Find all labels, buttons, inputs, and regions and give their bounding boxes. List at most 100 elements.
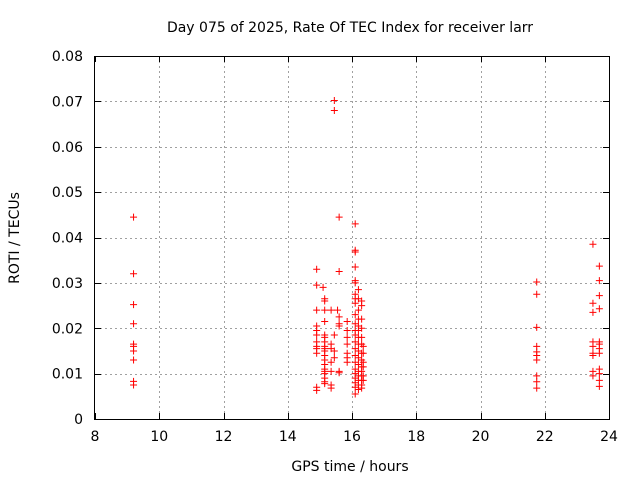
data-point-plus — [358, 302, 366, 310]
data-point-plus — [130, 301, 138, 309]
data-point-plus — [313, 331, 321, 339]
data-point-plus — [330, 347, 338, 355]
data-point-plus — [351, 220, 359, 228]
data-point-plus — [533, 378, 541, 386]
data-point-plus — [330, 354, 338, 362]
data-point-plus — [589, 308, 597, 316]
data-point-plus — [313, 306, 321, 314]
data-point-plus — [313, 265, 321, 273]
data-point-plus — [343, 317, 351, 325]
data-point-plus — [354, 386, 362, 394]
data-point-plus — [533, 384, 541, 392]
data-point-plus — [321, 380, 329, 388]
data-point-plus — [335, 213, 343, 221]
y-tick-label: 0.01 — [52, 367, 83, 383]
data-point-plus — [327, 384, 335, 392]
data-point-plus — [595, 277, 603, 285]
y-tick-label: 0.06 — [52, 140, 83, 156]
chart-title: Day 075 of 2025, Rate Of TEC Index for r… — [167, 20, 533, 36]
data-point-plus — [595, 376, 603, 384]
data-point-plus — [589, 299, 597, 307]
x-tick-label: 10 — [150, 429, 168, 445]
data-point-plus — [313, 349, 321, 357]
y-tick-label: 0.02 — [52, 321, 83, 337]
x-tick-label: 24 — [600, 429, 618, 445]
data-point-plus — [327, 358, 335, 366]
data-point-plus — [533, 278, 541, 286]
x-tick-label: 16 — [343, 429, 361, 445]
data-point-plus — [358, 315, 366, 323]
data-point-plus — [351, 299, 359, 307]
data-point-plus — [358, 384, 366, 392]
data-point-plus — [321, 297, 329, 305]
data-point-plus — [354, 286, 362, 294]
data-point-plus — [595, 370, 603, 378]
data-point-plus — [130, 270, 138, 278]
y-tick-label: 0.08 — [52, 49, 83, 65]
data-point-plus — [321, 317, 329, 325]
plot-frame — [94, 56, 610, 420]
grid-lines — [95, 56, 609, 419]
data-point-plus — [533, 356, 541, 364]
data-point-plus — [358, 333, 366, 341]
data-point-plus — [351, 390, 359, 398]
data-point-plus — [335, 268, 343, 276]
data-point-plus — [343, 327, 351, 335]
data-point-plus — [358, 324, 366, 332]
data-points — [130, 96, 603, 398]
data-point-plus — [359, 342, 367, 350]
x-tick-label: 18 — [407, 429, 425, 445]
data-point-plus — [595, 292, 603, 300]
data-point-plus — [335, 313, 343, 321]
data-point-plus — [335, 322, 343, 330]
data-point-plus — [130, 381, 138, 389]
data-point-plus — [351, 311, 359, 319]
y-axis-ticks: 0 0.01 0.02 0.03 0.04 0.05 0.06 0.07 0.08 — [52, 49, 609, 428]
data-point-plus — [359, 376, 367, 384]
data-point-plus — [327, 306, 335, 314]
data-point-plus — [327, 367, 335, 375]
data-point-plus — [589, 372, 597, 380]
data-point-plus — [595, 349, 603, 357]
data-point-plus — [343, 358, 351, 366]
data-point-plus — [595, 382, 603, 390]
x-axis-title: GPS time / hours — [291, 459, 408, 475]
data-point-plus — [130, 213, 138, 221]
y-tick-label: 0.07 — [52, 94, 83, 110]
x-tick-label: 22 — [536, 429, 554, 445]
data-point-plus — [313, 281, 321, 289]
data-point-plus — [321, 306, 329, 314]
data-point-plus — [130, 347, 138, 355]
data-point-plus — [330, 106, 338, 114]
data-point-plus — [533, 323, 541, 331]
y-axis-title: ROTI / TECUs — [7, 192, 23, 284]
y-tick-label: 0.04 — [52, 231, 83, 247]
data-point-plus — [589, 342, 597, 350]
data-point-plus — [595, 305, 603, 313]
data-point-plus — [359, 349, 367, 357]
data-point-plus — [130, 356, 138, 364]
x-tick-label: 8 — [91, 429, 100, 445]
data-point-plus — [343, 340, 351, 348]
data-point-plus — [595, 262, 603, 270]
data-point-plus — [589, 351, 597, 359]
data-point-plus — [354, 306, 362, 314]
data-point-plus — [359, 363, 367, 371]
data-point-plus — [319, 283, 327, 291]
data-point-plus — [330, 331, 338, 339]
data-point-plus — [533, 290, 541, 298]
data-point-plus — [313, 386, 321, 394]
x-axis-ticks: 8 10 12 14 16 18 20 22 24 — [91, 56, 618, 445]
data-point-plus — [330, 96, 338, 104]
y-tick-label: 0 — [74, 412, 83, 428]
data-point-plus — [343, 333, 351, 341]
x-tick-label: 14 — [279, 429, 297, 445]
data-point-plus — [351, 248, 359, 256]
x-tick-label: 12 — [215, 429, 233, 445]
y-tick-label: 0.03 — [52, 276, 83, 292]
data-point-plus — [351, 263, 359, 271]
x-tick-label: 20 — [472, 429, 490, 445]
data-point-plus — [130, 320, 138, 328]
data-point-plus — [533, 372, 541, 380]
